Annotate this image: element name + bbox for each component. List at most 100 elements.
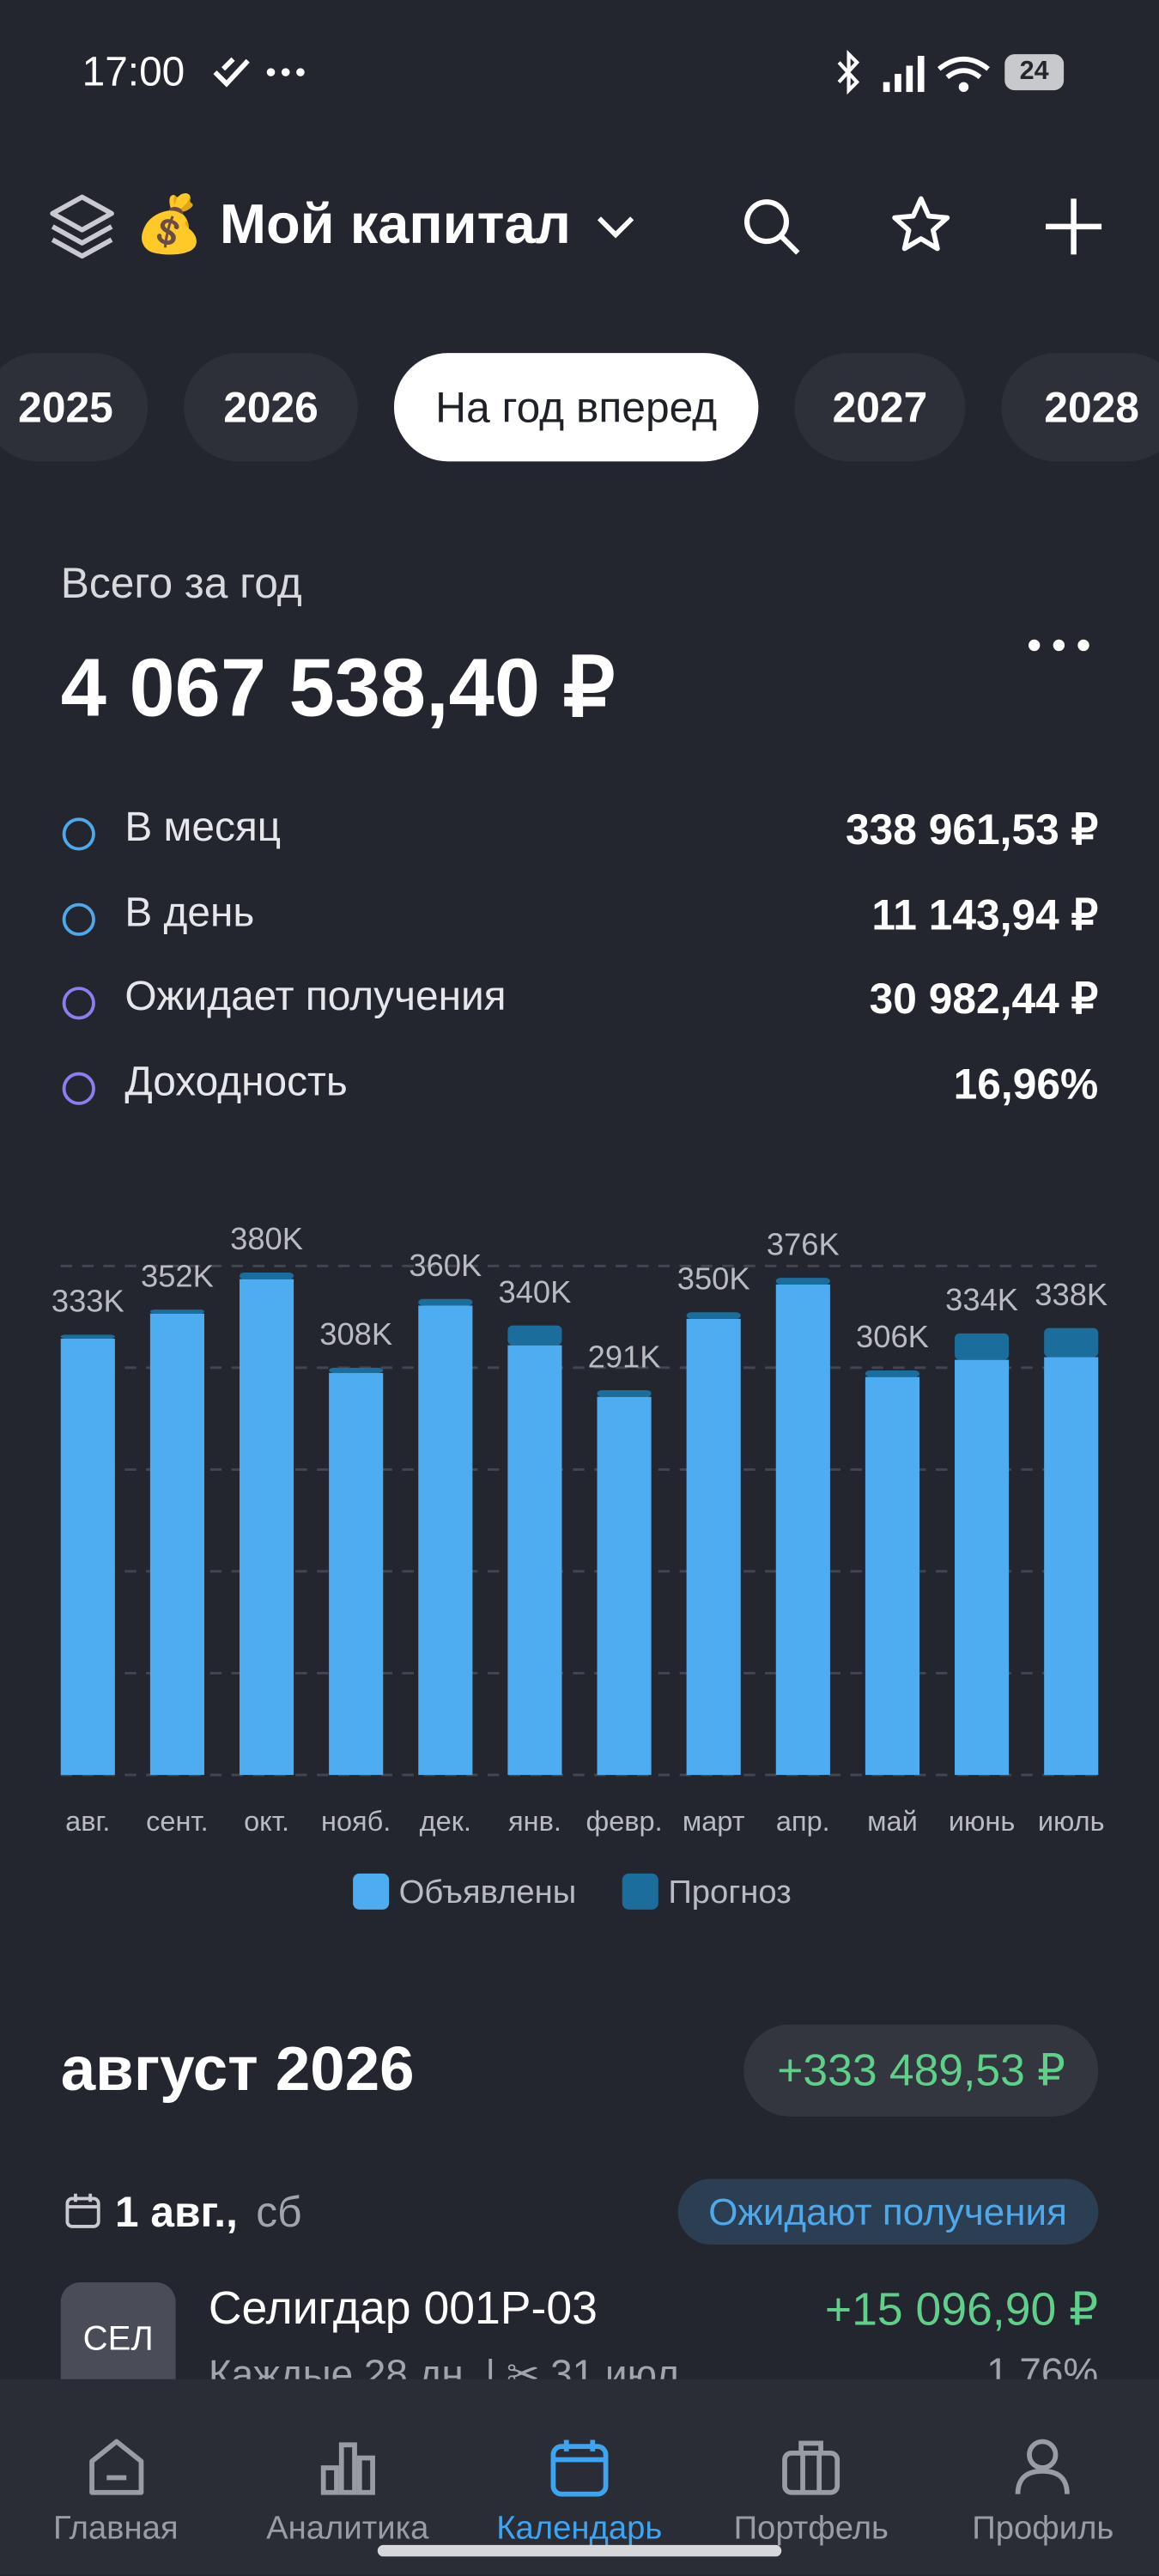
- period-tab[interactable]: 2025: [0, 353, 149, 462]
- summary-total: 4 067 538,40 ₽: [60, 641, 616, 734]
- bar-segment: [507, 1345, 562, 1776]
- bar-segment: [240, 1273, 294, 1279]
- bar-segment: [1044, 1357, 1099, 1776]
- nav-label[interactable]: Профиль: [972, 2510, 1114, 2547]
- bar-total-label: 334K: [945, 1282, 1018, 1317]
- legend-swatch: [622, 1873, 658, 1910]
- nav-label[interactable]: Аналитика: [266, 2510, 429, 2547]
- layers-icon[interactable]: [46, 191, 118, 263]
- bar-total-label: 360K: [409, 1248, 482, 1283]
- search-icon[interactable]: [738, 194, 804, 259]
- x-tick-label: июнь: [949, 1806, 1015, 1837]
- row-label: Доходность: [124, 1058, 348, 1104]
- nav-item[interactable]: Аналитика: [232, 2379, 464, 2575]
- bar-segment: [240, 1279, 294, 1776]
- bar-total-label: 291K: [588, 1339, 661, 1374]
- bar-segment: [865, 1370, 920, 1377]
- bar-segment: [418, 1298, 473, 1306]
- x-tick-label: сент.: [146, 1806, 209, 1837]
- status-pill: Ожидают получения: [677, 2178, 1099, 2245]
- bar-segment: [686, 1312, 741, 1319]
- row-label: В день: [124, 889, 255, 935]
- row-marker: [62, 1071, 95, 1104]
- legend-swatch: [353, 1873, 390, 1910]
- x-tick-label: авг.: [65, 1806, 110, 1837]
- bar-chart: 333K авг. 352K сент. 380K окт. 308K нояб. 360K де…: [52, 1221, 1107, 1911]
- bar-total-label: 306K: [856, 1319, 929, 1354]
- nav-label[interactable]: Календарь: [496, 2510, 663, 2547]
- bar-total-label: 350K: [677, 1261, 750, 1296]
- bar-total-label: 376K: [767, 1226, 840, 1261]
- dropdown-chevron[interactable]: [594, 210, 637, 243]
- bar-segment: [775, 1278, 830, 1285]
- bar-segment: [955, 1333, 1010, 1360]
- period-tab[interactable]: 2028: [1001, 353, 1159, 462]
- period-tab[interactable]: 2026: [184, 353, 358, 462]
- row-value: 11 143,94 ₽: [871, 889, 1099, 939]
- bar-segment: [686, 1318, 741, 1776]
- row-value: 338 961,53 ₽: [845, 804, 1099, 854]
- bar-total-label: 338K: [1035, 1277, 1107, 1312]
- payment-name[interactable]: Селигдар 001Р-03: [208, 2281, 598, 2334]
- add-icon[interactable]: [1041, 194, 1106, 259]
- calendar-small-icon: [65, 2193, 100, 2228]
- bar-segment: [597, 1396, 652, 1776]
- nav-item[interactable]: Профиль: [927, 2379, 1159, 2575]
- bar-segment: [775, 1284, 830, 1776]
- bottom-nav: Главная Аналитика Календарь Портфель Профиль: [0, 2379, 1159, 2575]
- nav-item[interactable]: Портфель: [695, 2379, 927, 2575]
- month-sum: +333 489,53 ₽: [744, 2024, 1099, 2117]
- row-value: 30 982,44 ₽: [869, 973, 1099, 1024]
- bar-total-label: 333K: [52, 1284, 124, 1319]
- x-tick-label: окт.: [244, 1806, 289, 1837]
- bar-total-label: 340K: [499, 1274, 572, 1309]
- status-more: [266, 68, 305, 76]
- x-tick-label: апр.: [776, 1806, 830, 1837]
- day-date: 1 авг.,: [114, 2187, 238, 2237]
- nav-label[interactable]: Портфель: [733, 2510, 889, 2547]
- bar-segment: [418, 1305, 473, 1776]
- period-tab[interactable]: 2027: [794, 353, 966, 462]
- bar-segment: [60, 1334, 115, 1339]
- nav-icon: [782, 2440, 840, 2495]
- header-title[interactable]: 💰 Мой капитал: [134, 193, 571, 257]
- nav-icon: [1016, 2439, 1071, 2494]
- row-marker: [62, 987, 95, 1020]
- bar-segment: [955, 1359, 1010, 1776]
- bar-segment: [60, 1338, 115, 1776]
- x-tick-label: февр.: [586, 1806, 662, 1837]
- month-title: август 2026: [60, 2036, 415, 2105]
- x-tick-label: дек.: [420, 1806, 471, 1837]
- x-tick-label: нояб.: [321, 1806, 391, 1837]
- nav-item[interactable]: Календарь: [464, 2379, 695, 2575]
- home-indicator: [377, 2544, 782, 2557]
- day-weekday: сб: [256, 2187, 302, 2237]
- status-signal-icons: [837, 50, 990, 95]
- bar-segment: [865, 1376, 920, 1776]
- legend-label: Объявлены: [399, 1874, 577, 1911]
- favorite-icon[interactable]: [889, 192, 954, 258]
- payment-amount: +15 096,90 ₽: [824, 2283, 1099, 2336]
- x-tick-label: июль: [1038, 1806, 1105, 1837]
- nav-icon: [320, 2442, 375, 2495]
- bar-total-label: 308K: [319, 1316, 392, 1352]
- bar-segment: [149, 1309, 204, 1314]
- row-value: 16,96%: [953, 1058, 1099, 1108]
- bar-segment: [1044, 1327, 1099, 1358]
- nav-label[interactable]: Главная: [53, 2510, 179, 2547]
- bar-segment: [507, 1325, 562, 1346]
- x-tick-label: май: [867, 1806, 918, 1837]
- status-time: 17:00: [82, 49, 185, 95]
- more-menu[interactable]: [1028, 637, 1093, 653]
- bar-segment: [149, 1313, 204, 1776]
- x-tick-label: янв.: [508, 1806, 561, 1837]
- summary-label: Всего за год: [60, 558, 302, 608]
- nav-item[interactable]: Главная: [0, 2379, 232, 2575]
- period-tab[interactable]: На год вперед: [393, 353, 759, 462]
- bar-total-label: 352K: [141, 1258, 214, 1293]
- row-marker: [62, 902, 95, 935]
- x-tick-label: март: [683, 1806, 745, 1837]
- payment-avatar: СЕЛ: [60, 2281, 176, 2397]
